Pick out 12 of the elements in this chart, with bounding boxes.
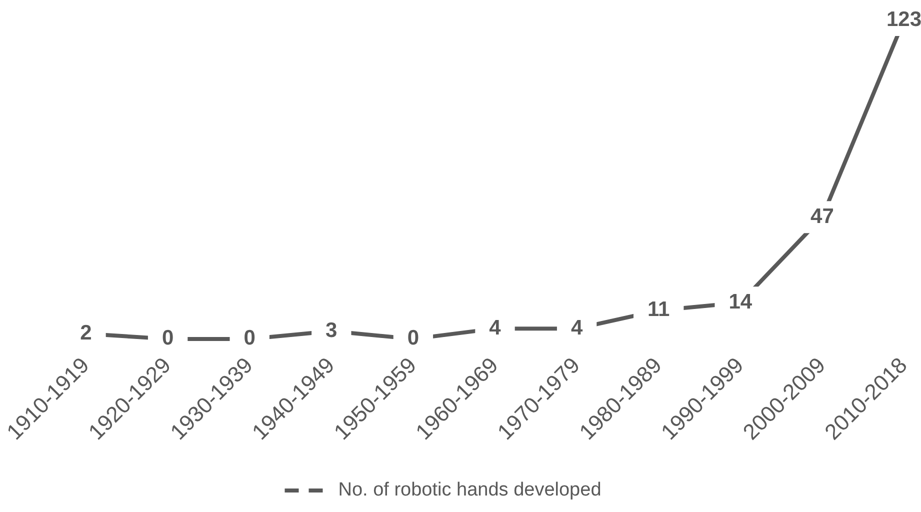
- data-label: 47: [810, 204, 834, 228]
- data-label: 0: [244, 326, 256, 350]
- data-label: 11: [648, 298, 670, 322]
- data-label: 2: [80, 322, 92, 345]
- data-label: 14: [728, 290, 752, 314]
- data-label: 4: [570, 316, 583, 340]
- data-label: 0: [407, 326, 420, 350]
- data-label: 4: [489, 316, 502, 340]
- data-label: 0: [162, 326, 174, 350]
- legend-label: No. of robotic hands developed: [338, 480, 602, 501]
- data-label: 3: [326, 318, 338, 342]
- data-label: 123: [886, 8, 921, 31]
